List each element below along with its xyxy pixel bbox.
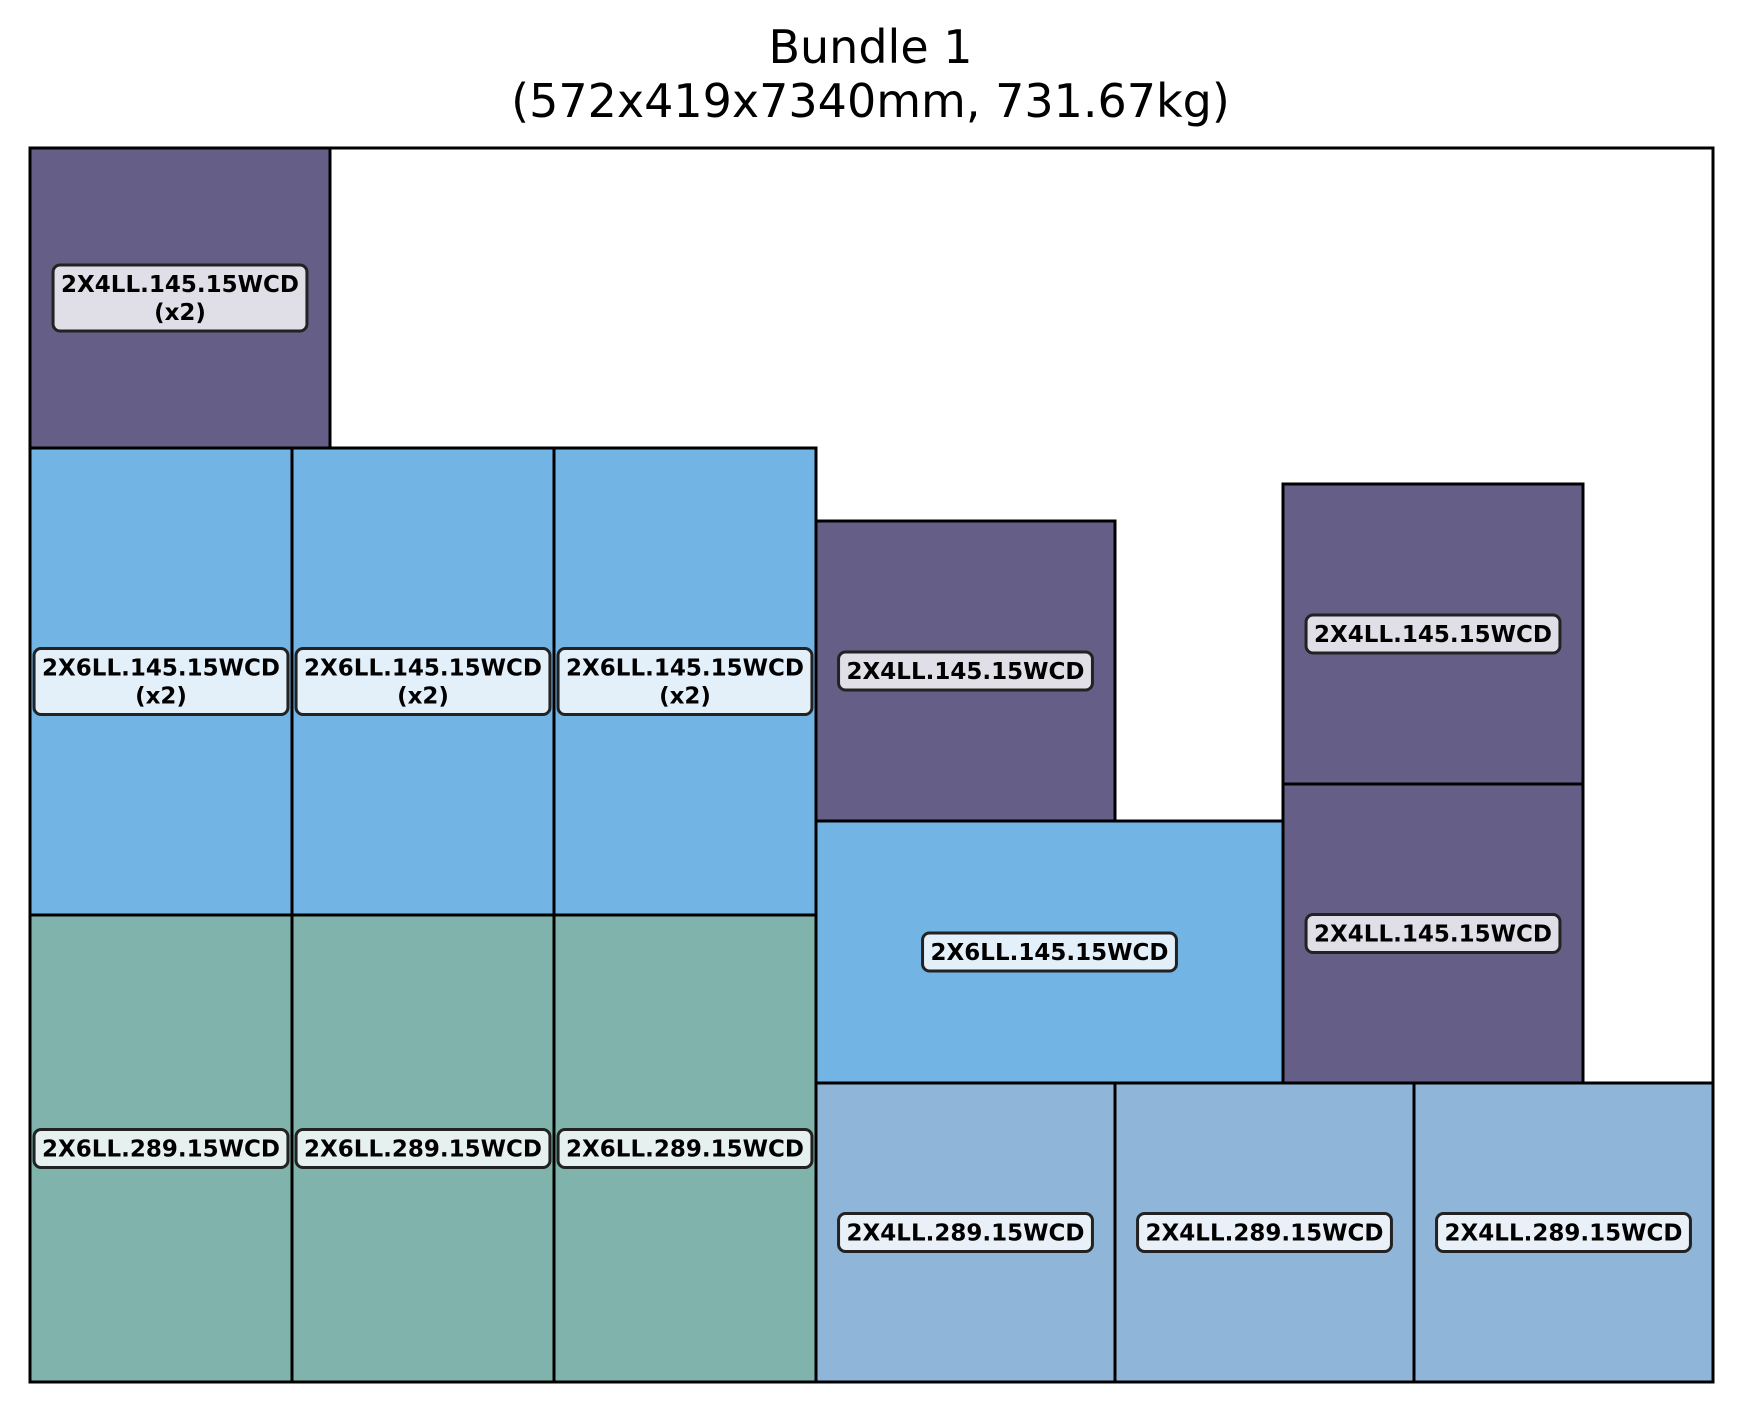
piece-label-name: 2X4LL.289.15WCD [847, 1221, 1085, 1247]
piece-label: 2X4LL.289.15WCD [1435, 1212, 1692, 1253]
piece-label: 2X4LL.145.15WCD [1304, 913, 1562, 954]
label-box [837, 650, 1094, 692]
piece-label: 2X4LL.289.15WCD [1136, 1212, 1393, 1253]
piece-label: 2X6LL.289.15WCD [32, 1128, 290, 1169]
piece-label: 2X6LL.145.15WCD(x2) [556, 647, 814, 716]
piece-label-count: (x2) [154, 300, 206, 326]
piece-label: 2X4LL.145.15WCD [1304, 613, 1562, 655]
label-box [51, 263, 309, 333]
title-line-1: Bundle 1 [768, 20, 973, 74]
piece-label-name: 2X4LL.145.15WCD [1314, 922, 1552, 948]
labels-layer: 2X4LL.145.15WCD(x2)2X6LL.145.15WCD(x2)2X… [32, 263, 1692, 1253]
label-box [556, 647, 814, 716]
diagram-title: Bundle 1 (572x419x7340mm, 731.67kg) [0, 20, 1741, 128]
bundle-outline-top [28, 146, 1715, 1384]
piece-label-name: 2X6LL.145.15WCD [566, 656, 804, 682]
label-box [1136, 1212, 1393, 1253]
piece-label: 2X6LL.289.15WCD [294, 1128, 552, 1169]
label-box [556, 1128, 814, 1169]
piece-label-name: 2X4LL.145.15WCD [1314, 622, 1552, 648]
piece-label-name: 2X4LL.145.15WCD [847, 659, 1085, 685]
piece-label: 2X6LL.145.15WCD(x2) [32, 647, 290, 716]
piece-label-name: 2X6LL.145.15WCD [304, 656, 542, 682]
label-box [294, 647, 552, 716]
label-box [32, 647, 290, 716]
label-box [837, 1212, 1094, 1253]
piece-label-name: 2X4LL.289.15WCD [1146, 1221, 1384, 1247]
piece-label-count: (x2) [659, 684, 711, 710]
piece-label-name: 2X6LL.289.15WCD [566, 1137, 804, 1163]
piece-label: 2X4LL.289.15WCD [837, 1212, 1094, 1253]
piece-label-name: 2X6LL.289.15WCD [42, 1137, 280, 1163]
title-line-2: (572x419x7340mm, 731.67kg) [511, 74, 1230, 128]
piece-label: 2X6LL.145.15WCD(x2) [294, 647, 552, 716]
piece-label-name: 2X4LL.289.15WCD [1445, 1221, 1683, 1247]
label-box [1435, 1212, 1692, 1253]
piece-label-name: 2X6LL.145.15WCD [931, 940, 1169, 966]
piece-label: 2X4LL.145.15WCD [837, 650, 1094, 692]
piece-label-count: (x2) [397, 684, 449, 710]
piece-label: 2X6LL.289.15WCD [556, 1128, 814, 1169]
label-box [32, 1128, 290, 1169]
label-box [1304, 913, 1562, 954]
piece-label: 2X4LL.145.15WCD(x2) [51, 263, 309, 333]
piece-label: 2X6LL.145.15WCD [921, 931, 1178, 973]
piece-label-count: (x2) [135, 684, 187, 710]
piece-label-name: 2X6LL.145.15WCD [42, 656, 280, 682]
piece-label-name: 2X4LL.145.15WCD [61, 272, 299, 298]
label-box [921, 931, 1178, 973]
piece-label-name: 2X6LL.289.15WCD [304, 1137, 542, 1163]
label-box [294, 1128, 552, 1169]
label-box [1304, 613, 1562, 655]
